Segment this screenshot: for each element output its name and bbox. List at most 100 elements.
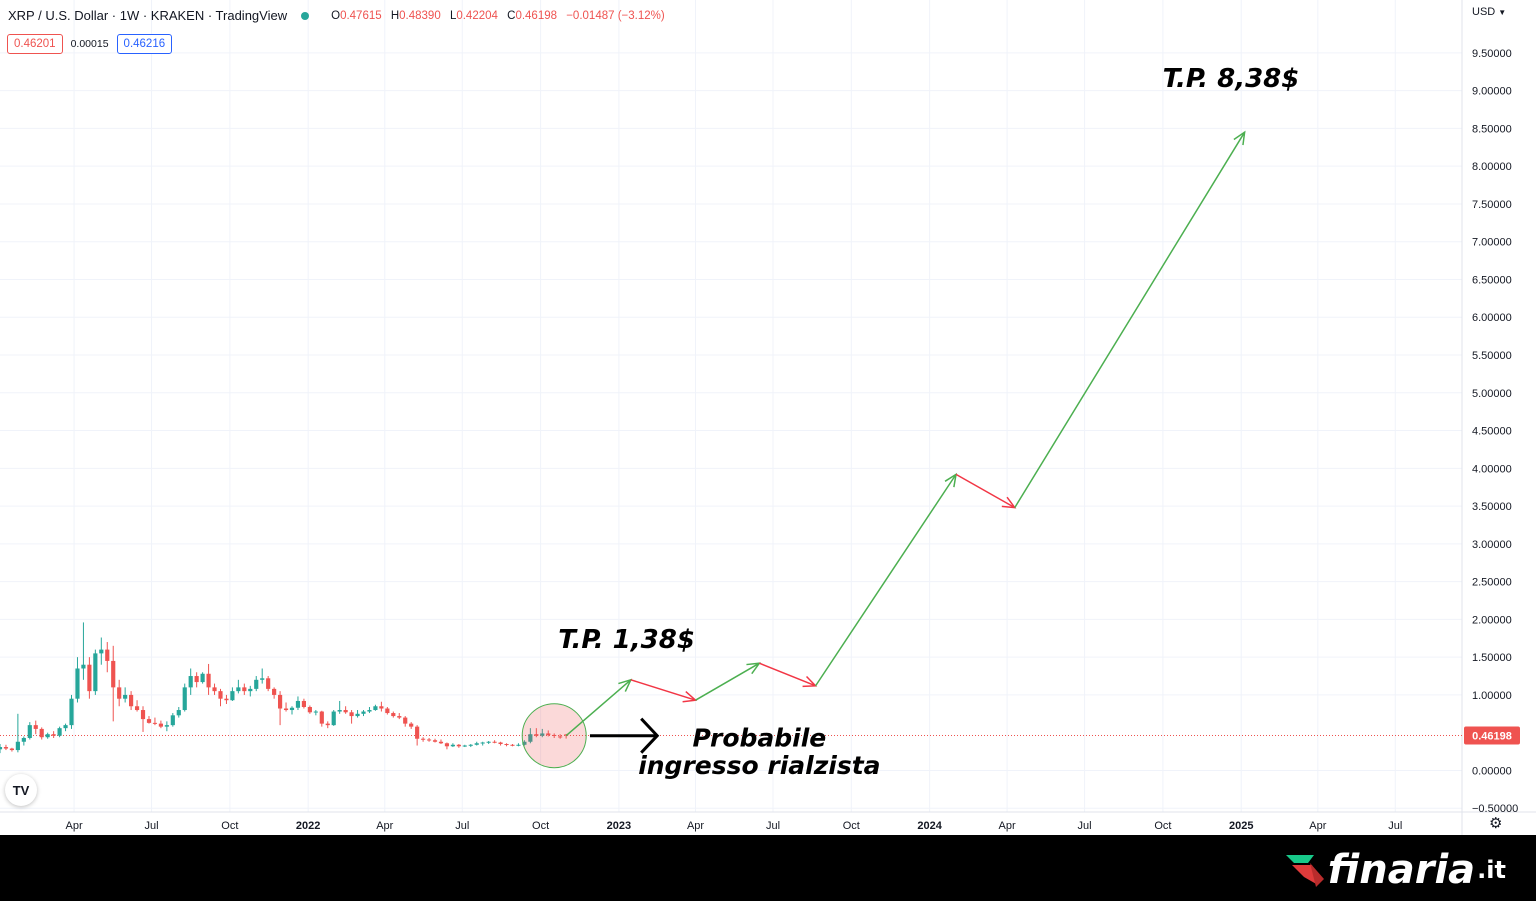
candle-body xyxy=(75,668,80,699)
open-key: O xyxy=(331,9,341,22)
candle-body xyxy=(385,708,390,714)
ohlc-values: O0.47615 H0.48390 L0.42204 C0.46198 −0.0… xyxy=(331,10,671,22)
y-tick-label: 3.00000 xyxy=(1472,539,1512,551)
candle-body xyxy=(421,738,426,740)
tradingview-logo-icon[interactable]: TV xyxy=(5,774,37,806)
candle-body xyxy=(57,728,62,736)
gear-icon[interactable]: ⚙ xyxy=(1489,815,1503,832)
candle-body xyxy=(504,744,509,746)
symbol-title[interactable]: XRP / U.S. Dollar · 1W · KRAKEN · Tradin… xyxy=(8,8,288,23)
candle-body xyxy=(170,715,175,726)
candle-body xyxy=(486,741,491,743)
projection-down-line xyxy=(955,473,1016,509)
entry-label: Probabile xyxy=(692,723,826,752)
y-tick-label: 8.00000 xyxy=(1472,161,1512,173)
y-tick-label: 0.00000 xyxy=(1472,765,1512,777)
candle-body xyxy=(140,710,146,720)
candle-body xyxy=(123,694,128,699)
candle-body xyxy=(146,719,152,723)
x-tick-label: Apr xyxy=(66,820,83,832)
projection-up-arrowhead xyxy=(944,472,958,488)
candle-body xyxy=(540,733,545,736)
candle-body xyxy=(224,698,229,701)
candle-body xyxy=(105,649,110,661)
candle-body xyxy=(558,736,563,738)
candle-body xyxy=(403,717,408,724)
x-tick-label: 2024 xyxy=(917,820,942,832)
candle-body xyxy=(313,711,318,713)
candle-body xyxy=(474,743,479,745)
projection-up-line xyxy=(814,473,957,687)
candle-body xyxy=(194,676,199,683)
entry-label: ingresso rialzista xyxy=(638,751,880,780)
candle-body xyxy=(456,744,461,747)
currency-label: USD xyxy=(1472,6,1496,18)
candle-body xyxy=(3,747,9,749)
entry-arrow-head xyxy=(640,717,660,754)
x-tick-label: Oct xyxy=(1154,820,1171,832)
candle-body xyxy=(200,673,205,683)
candle-body xyxy=(134,706,140,711)
high-value: 0.48390 xyxy=(399,9,441,22)
candle-body xyxy=(379,706,384,709)
y-tick-label: 5.00000 xyxy=(1472,388,1512,400)
y-tick-label: 8.50000 xyxy=(1472,123,1512,135)
candle-body xyxy=(415,726,420,739)
candle-body xyxy=(552,734,557,736)
projection-up-line xyxy=(1014,131,1246,508)
last-price-tag xyxy=(1464,726,1520,745)
candle-body xyxy=(212,687,217,692)
candle-body xyxy=(426,739,432,741)
candle-body xyxy=(516,744,521,746)
candle-body xyxy=(206,673,211,688)
finaria-brand[interactable]: finaria .it xyxy=(1285,847,1506,893)
close-key: C xyxy=(507,9,516,22)
candle-body xyxy=(283,708,289,711)
x-tick-label: Apr xyxy=(1309,820,1326,832)
finaria-arrow-logo-icon xyxy=(1285,855,1324,887)
y-tick-label: 5.50000 xyxy=(1472,350,1512,362)
candle-body xyxy=(236,687,241,692)
candle-body xyxy=(361,711,366,714)
candle-body xyxy=(325,723,330,726)
x-tick-label: Apr xyxy=(376,820,393,832)
entry-highlight-circle xyxy=(521,703,587,769)
buy-price-button[interactable]: 0.46216 xyxy=(116,34,173,54)
candle-body xyxy=(277,694,283,709)
candle-body xyxy=(289,707,295,711)
price-chart[interactable]: 9.50000 9.00000 8.50000 8.00000 7.50000 7.000… xyxy=(0,0,1536,835)
target-price-label: T.P. 8,38$ xyxy=(1163,64,1300,94)
x-tick-label: Jul xyxy=(145,820,159,832)
projection-up-line xyxy=(565,679,632,737)
candle-body xyxy=(242,687,247,692)
x-tick-label: 2025 xyxy=(1229,820,1253,832)
candle-body xyxy=(9,748,15,751)
open-value: 0.47615 xyxy=(340,9,382,22)
candle-body xyxy=(21,737,26,742)
candle-body xyxy=(409,723,414,727)
projection-down-line xyxy=(759,662,816,687)
x-tick-label: Apr xyxy=(687,820,704,832)
candle-body xyxy=(111,660,116,688)
candle-body xyxy=(295,700,301,708)
bid-ask-panel: 0.46201 0.00015 0.46216 xyxy=(7,34,173,54)
x-tick-label: 2022 xyxy=(296,820,320,832)
x-tick-label: Jul xyxy=(766,820,780,832)
candle-body xyxy=(528,734,533,742)
y-tick-label: 9.00000 xyxy=(1472,86,1512,98)
candle-body xyxy=(0,747,3,750)
candle-body xyxy=(373,706,378,711)
x-tick-label: Jul xyxy=(1388,820,1402,832)
candle-body xyxy=(480,742,485,744)
x-tick-label: Apr xyxy=(999,820,1016,832)
candle-body xyxy=(117,687,122,699)
candle-body xyxy=(99,649,104,654)
y-tick-label: 4.00000 xyxy=(1472,463,1512,475)
currency-selector[interactable]: USD ▼ xyxy=(1472,6,1506,18)
candle-body xyxy=(301,700,307,708)
candle-body xyxy=(391,713,396,717)
chart-area[interactable]: 9.50000 9.00000 8.50000 8.00000 7.50000 7.000… xyxy=(0,0,1536,835)
sell-price-button[interactable]: 0.46201 xyxy=(7,34,63,54)
x-tick-label: Jul xyxy=(1078,820,1092,832)
candle-body xyxy=(63,725,68,729)
